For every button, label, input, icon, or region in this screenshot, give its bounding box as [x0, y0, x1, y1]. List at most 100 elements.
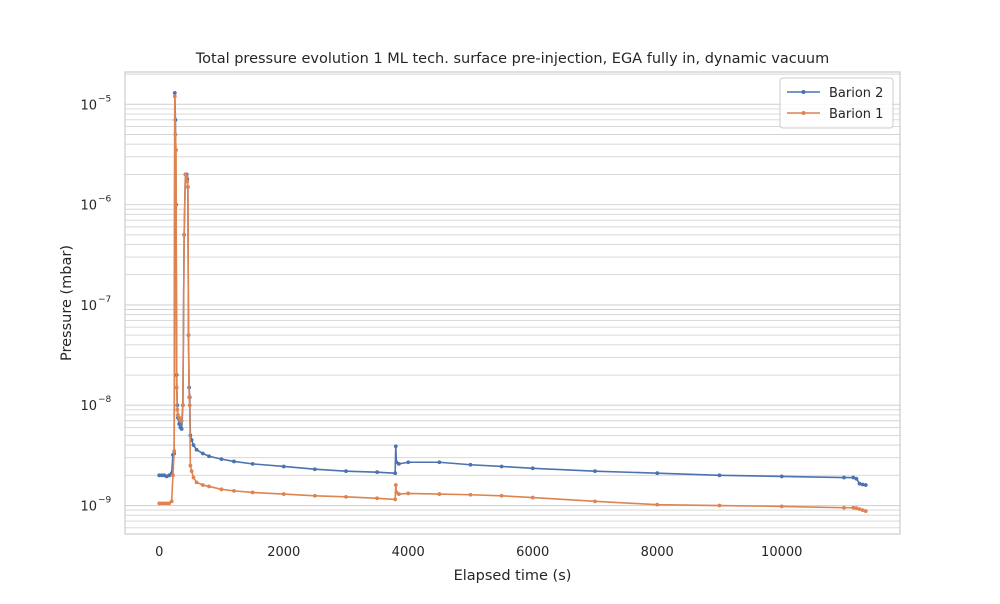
data-point-barion-2: [312, 467, 317, 472]
data-point-barion-1: [530, 495, 535, 500]
legend-marker: [801, 90, 806, 94]
data-point-barion-1: [312, 493, 317, 498]
y-tick-label: 10 −6: [80, 195, 111, 214]
data-point-barion-1: [250, 490, 255, 495]
x-axis-label: Elapsed time (s): [454, 568, 572, 584]
series-line-barion-1: [159, 95, 867, 512]
data-point-barion-1: [175, 407, 180, 412]
chart-title: Total pressure evolution 1 ML tech. surf…: [195, 51, 829, 67]
data-point-barion-2: [232, 459, 236, 464]
x-tick-label: 8000: [641, 545, 674, 560]
data-point-barion-1: [177, 415, 182, 420]
data-point-barion-1: [851, 505, 856, 510]
data-point-barion-1: [393, 483, 398, 487]
data-point-barion-1: [174, 385, 179, 390]
data-point-barion-1: [207, 484, 211, 489]
data-point-barion-1: [396, 492, 401, 496]
data-point-barion-2: [194, 447, 199, 452]
y-tick-base: 10: [80, 199, 97, 214]
legend-entry: Barion 1: [787, 107, 883, 122]
data-point-barion-1: [174, 148, 178, 152]
y-tick-base: 10: [80, 500, 97, 515]
data-point-barion-1: [172, 94, 177, 99]
y-tick-base: 10: [80, 98, 97, 113]
data-point-barion-1: [406, 491, 411, 496]
grid-layer: [125, 73, 900, 529]
y-tick-exponent: −8: [98, 395, 112, 405]
y-tick-label: 10 −7: [80, 295, 111, 314]
data-point-barion-2: [779, 474, 784, 479]
x-tick-label: 6000: [516, 545, 549, 560]
series-layer: [157, 90, 868, 513]
data-point-barion-1: [185, 179, 190, 184]
data-point-barion-1: [437, 492, 442, 496]
data-point-barion-2: [530, 466, 535, 471]
data-point-barion-2: [863, 483, 868, 487]
data-point-barion-2: [191, 443, 196, 448]
y-tick-exponent: −9: [98, 496, 112, 506]
data-point-barion-2: [393, 471, 398, 476]
data-point-barion-1: [344, 494, 348, 499]
data-point-barion-1: [860, 508, 865, 513]
data-point-barion-2: [406, 460, 411, 465]
data-point-barion-2: [851, 475, 856, 480]
y-tick-exponent: −5: [98, 94, 111, 104]
data-point-barion-1: [232, 488, 236, 493]
x-tick-label: 0: [155, 545, 163, 560]
plot-frame: [124, 71, 901, 535]
legend-entry: Barion 2: [787, 86, 883, 101]
data-point-barion-1: [185, 185, 190, 189]
data-point-barion-2: [375, 470, 380, 475]
data-point-barion-1: [173, 132, 178, 137]
data-point-barion-2: [219, 457, 224, 462]
x-tick-label: 2000: [267, 545, 300, 560]
data-point-barion-1: [842, 505, 846, 510]
data-point-barion-1: [182, 232, 187, 237]
data-point-barion-2: [437, 460, 442, 465]
data-point-barion-1: [281, 492, 286, 496]
data-point-barion-2: [200, 451, 205, 456]
x-tick-label: 10000: [761, 545, 802, 560]
data-point-barion-1: [200, 483, 205, 487]
data-point-barion-2: [593, 469, 597, 474]
data-point-barion-1: [857, 507, 862, 512]
legend-label: Barion 2: [829, 86, 883, 101]
y-tick-exponent: −7: [98, 295, 111, 305]
data-point-barion-2: [207, 454, 211, 459]
legend-box: [779, 77, 894, 129]
y-axis-label: Pressure (mbar): [59, 245, 75, 361]
data-point-barion-1: [188, 463, 193, 468]
data-point-barion-1: [593, 499, 597, 504]
x-tick-labels: 0 2000 4000 6000 8000 10000: [155, 545, 802, 560]
data-point-barion-2: [499, 464, 504, 469]
data-point-barion-1: [468, 492, 473, 497]
data-point-barion-1: [863, 509, 868, 513]
y-tick-label: 10 −9: [80, 496, 111, 515]
data-point-barion-2: [172, 90, 177, 95]
data-point-barion-1: [187, 403, 192, 408]
legend: Barion 2 Barion 1: [779, 77, 894, 129]
data-point-barion-1: [655, 502, 660, 507]
data-point-barion-1: [169, 499, 174, 504]
data-point-barion-1: [171, 473, 175, 478]
data-point-barion-1: [393, 497, 398, 502]
data-point-barion-2: [854, 476, 859, 481]
data-point-barion-2: [167, 473, 172, 478]
data-point-barion-1: [219, 487, 224, 492]
data-point-barion-1: [499, 493, 504, 498]
y-tick-exponent: −6: [98, 195, 112, 205]
data-point-barion-2: [860, 482, 865, 487]
data-point-barion-1: [191, 475, 196, 480]
y-tick-labels: 10−910−810−710−610−5: [80, 94, 111, 514]
data-point-barion-1: [854, 506, 859, 511]
data-point-barion-1: [186, 333, 191, 338]
y-tick-label: 10 −5: [80, 94, 111, 113]
data-point-barion-2: [179, 427, 184, 431]
data-point-barion-2: [281, 464, 286, 469]
data-point-barion-1: [189, 469, 194, 474]
x-tick-label: 4000: [392, 545, 425, 560]
data-point-barion-2: [857, 481, 862, 486]
data-point-barion-1: [180, 403, 185, 408]
